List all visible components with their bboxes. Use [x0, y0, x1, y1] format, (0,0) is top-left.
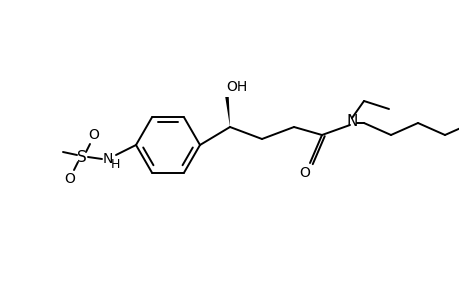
Text: S: S — [77, 149, 87, 164]
Text: N: N — [346, 113, 357, 128]
Text: N: N — [103, 152, 113, 166]
Polygon shape — [225, 97, 230, 127]
Text: O: O — [64, 172, 75, 186]
Text: H: H — [110, 158, 119, 170]
Text: OH: OH — [226, 80, 247, 94]
Text: O: O — [299, 166, 310, 180]
Text: O: O — [89, 128, 99, 142]
